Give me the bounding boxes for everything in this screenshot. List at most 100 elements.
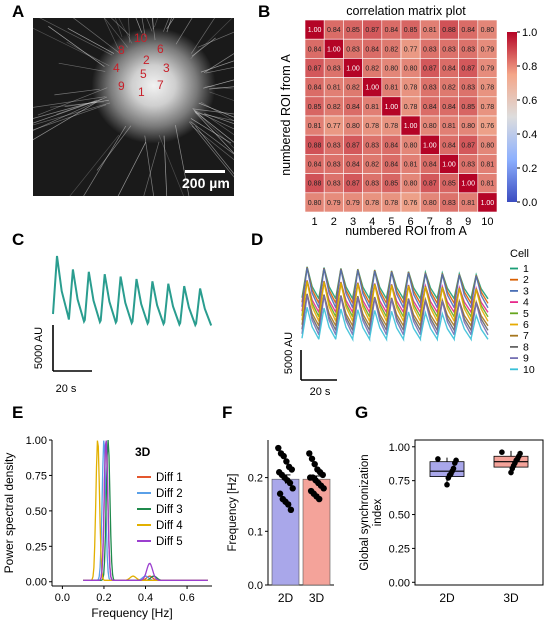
heatmap-cell-label: 0.80: [346, 123, 360, 130]
x-tick-label: 0.4: [138, 592, 153, 604]
data-point: [306, 450, 313, 457]
panel-letter-g: G: [355, 403, 369, 422]
scale-bar-label: 200 µm: [182, 175, 230, 191]
heatmap-cell-label: 0.82: [327, 104, 341, 111]
heatmap-cell-label: 0.81: [461, 200, 475, 207]
y-scale-label: 5000 AU: [33, 327, 45, 369]
colorbar-tick-label: 0.6: [522, 95, 537, 107]
y-axis-label: index: [372, 499, 384, 527]
correlation-heatmap: correlation matrix plot numbered ROI fro…: [279, 4, 537, 238]
heatmap-cell-label: 0.80: [423, 200, 437, 207]
x-tick-label: 2D: [439, 591, 455, 605]
x-tick-label: 7: [427, 216, 433, 228]
neurite-fiber: [175, 18, 193, 45]
neurite-fiber: [39, 18, 113, 56]
heatmap-cell-label: 0.85: [308, 104, 322, 111]
heatmap-cell-label: 0.84: [423, 162, 437, 169]
y-tick-label: 0.50: [26, 506, 47, 518]
heatmap-cell-label: 0.83: [461, 46, 475, 53]
colorbar-tick-label: 0.8: [522, 61, 537, 73]
x-axis-label: Frequency [Hz]: [91, 606, 172, 620]
neurite-fiber: [166, 18, 175, 30]
trace-plot-c: 5000 AU 20 s: [33, 255, 213, 395]
heatmap-cell-label: 0.84: [385, 142, 399, 149]
neurite-fiber: [141, 18, 146, 37]
x-tick-label: 6: [408, 216, 414, 228]
heatmap-cell-label: 0.87: [346, 142, 360, 149]
legend-label: 4: [523, 297, 529, 309]
roi-label: 8: [118, 43, 125, 57]
neurite-fiber: [56, 99, 97, 115]
heatmap-cell-label: 0.83: [327, 162, 341, 169]
heatmap-cell-label: 1.00: [308, 27, 322, 34]
neurite-fiber: [204, 113, 234, 136]
heatmap-cell-label: 0.83: [461, 162, 475, 169]
legend-label: Diff 4: [156, 520, 183, 532]
heatmap-xlabel: numbered ROI from A: [345, 224, 467, 238]
heatmap-cell-label: 0.85: [385, 181, 399, 188]
heatmap-cell-label: 0.76: [481, 123, 495, 130]
heatmap-cell-label: 1.00: [461, 181, 475, 188]
neurite-fiber: [33, 96, 106, 108]
heatmap-cell-label: 0.80: [385, 66, 399, 73]
y-tick-label: 0.75: [26, 470, 47, 482]
data-point: [499, 449, 505, 455]
heatmap-cell-label: 0.77: [327, 123, 341, 130]
neurite-fiber: [198, 102, 234, 118]
heatmap-cell-label: 0.83: [365, 142, 379, 149]
heatmap-cell-label: 0.83: [327, 181, 341, 188]
heatmap-cell-label: 0.80: [481, 142, 495, 149]
heatmap-title: correlation matrix plot: [346, 4, 466, 18]
data-point: [276, 490, 284, 497]
neurite-fiber: [104, 18, 128, 48]
heatmap-cell-label: 0.76: [404, 200, 418, 207]
heatmap-cell-label: 0.78: [385, 200, 399, 207]
roi-label: 1: [138, 85, 145, 99]
x-tick-label: 2: [331, 216, 337, 228]
neurite-fiber: [190, 18, 233, 59]
neurite-fiber: [33, 102, 111, 126]
heatmap-cell-label: 0.81: [423, 27, 437, 34]
neurite-fiber: [58, 62, 106, 72]
x-tick-label: 3: [350, 216, 356, 228]
heatmap-cell-label: 0.84: [442, 142, 456, 149]
heatmap-cell-label: 0.83: [423, 85, 437, 92]
heatmap-cell-label: 0.84: [327, 27, 341, 34]
heatmap-cell-label: 0.81: [327, 85, 341, 92]
legend-label: Diff 5: [156, 536, 183, 548]
data-point: [452, 460, 458, 466]
heatmap-cell-label: 1.00: [365, 85, 379, 92]
heatmap-cell-label: 0.87: [423, 181, 437, 188]
roi-label: 5: [140, 67, 147, 81]
y-scale-label: 5000 AU: [283, 332, 295, 374]
neurite-fiber: [33, 104, 107, 131]
y-axis-label: Global synchronization: [359, 454, 371, 570]
roi-label: 9: [118, 79, 125, 93]
heatmap-cell-label: 0.84: [442, 104, 456, 111]
data-point: [280, 452, 287, 460]
heatmap-cell-label: 0.85: [346, 27, 360, 34]
data-point: [435, 456, 441, 462]
neurite-fiber: [118, 18, 133, 44]
y-tick-label: 0.75: [389, 476, 410, 488]
neurite-fiber: [33, 101, 96, 119]
x-tick-label: 0.2: [96, 592, 111, 604]
heatmap-cell-label: 0.80: [404, 142, 418, 149]
data-point: [319, 471, 326, 479]
heatmap-cell-label: 1.00: [404, 123, 418, 130]
neurite-fiber: [193, 109, 234, 130]
heatmap-cell-label: 0.79: [327, 200, 341, 207]
roi-label: 3: [163, 61, 170, 75]
neurite-fiber: [205, 66, 234, 74]
heatmap-cell-label: 0.84: [346, 162, 360, 169]
heatmap-cell-label: 0.79: [481, 46, 495, 53]
neurite-fiber: [33, 27, 110, 66]
data-point: [283, 458, 290, 465]
heatmap-cell-label: 0.84: [308, 85, 322, 92]
roi-label: 2: [143, 53, 150, 67]
heatmap-cell-label: 0.78: [404, 104, 418, 111]
x-tick-label: 9: [465, 216, 471, 228]
legend-label: 9: [523, 353, 529, 365]
heatmap-cell-label: 0.78: [481, 85, 495, 92]
data-point: [286, 479, 294, 487]
